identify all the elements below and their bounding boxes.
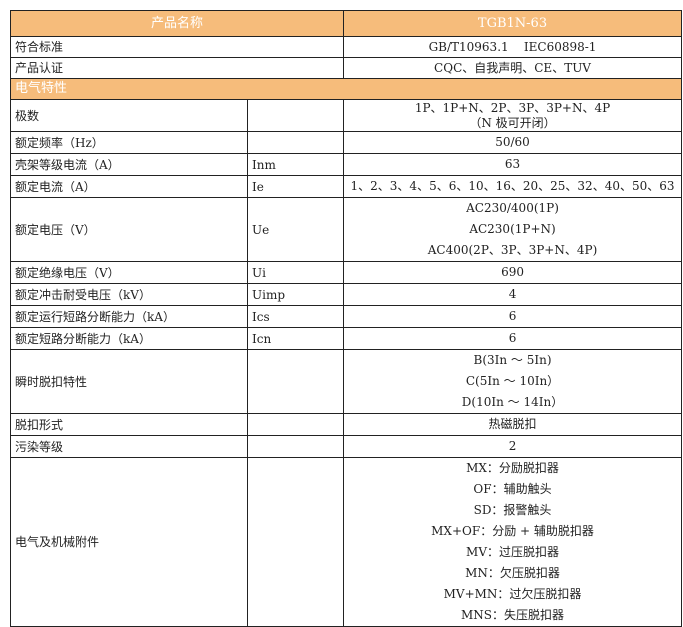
value-line: 50/60	[495, 135, 530, 149]
value-line: MNS：失压脱扣器	[461, 608, 565, 622]
row-value: 63	[343, 153, 683, 176]
spec-table: 产品名称 TGB1N-63 符合标准 GB/T10963.1 IEC60898-…	[9, 10, 683, 627]
value-line: 63	[504, 157, 521, 171]
table-row: 符合标准 GB/T10963.1 IEC60898-1	[9, 36, 683, 58]
row-value: MX：分励脱扣器 OF：辅助触头 SD：报警触头 MX+OF：分励 + 辅助脱扣器 MV…	[343, 457, 683, 627]
row-value: 1、2、3、4、5、6、10、16、20、25、32、40、50、63	[343, 175, 683, 198]
row-symbol	[246, 435, 345, 458]
table-row: 额定冲击耐受电压（kV） Uimp 4	[10, 283, 683, 306]
row-label: 额定电压（V）	[10, 197, 248, 262]
row-symbol: Ics	[246, 305, 345, 328]
row-value: CQC、自我声明、CE、TUV	[343, 57, 683, 79]
header-label: 产品名称	[9, 10, 345, 37]
row-symbol: Icn	[246, 327, 345, 350]
row-label: 额定绝缘电压（V）	[10, 261, 248, 284]
table-row: 额定短路分断能力（kA） Icn 6	[10, 327, 683, 350]
value-line: MN：欠压脱扣器	[465, 566, 560, 580]
row-symbol	[246, 349, 345, 414]
value-line: 6	[508, 309, 517, 323]
value-line: 2	[508, 439, 517, 453]
value-line: AC230/400(1P)	[466, 201, 559, 215]
value-line: AC230(1P+N)	[469, 222, 556, 236]
value-line: OF：辅助触头	[473, 482, 552, 496]
row-value: 1P、1P+N、2P、3P、3P+N、4P （N 极可开闭）	[343, 99, 683, 132]
row-symbol: Uimp	[246, 283, 345, 306]
row-symbol	[246, 413, 345, 436]
value-line: 4	[508, 287, 517, 301]
header-value: TGB1N-63	[343, 10, 683, 37]
row-label: 壳架等级电流（A）	[10, 153, 248, 176]
row-label: 污染等级	[10, 435, 248, 458]
row-label: 额定电流（A）	[10, 175, 248, 198]
table-row: 脱扣形式 热磁脱扣	[10, 413, 683, 436]
value-line: MX+OF：分励 + 辅助脱扣器	[431, 524, 594, 538]
row-symbol: Ui	[246, 261, 345, 284]
value-line: MV+MN：过欠压脱扣器	[443, 587, 582, 601]
table-row: 额定电压（V） Ue AC230/400(1P) AC230(1P+N) AC400(2…	[10, 197, 683, 262]
value-line: 热磁脱扣	[488, 417, 537, 431]
row-symbol: Inm	[246, 153, 345, 176]
table-row: 电气及机械附件 MX：分励脱扣器 OF：辅助触头 SD：报警触头 MX+OF：分励 + …	[10, 457, 683, 627]
row-label: 瞬时脱扣特性	[10, 349, 248, 414]
table-row: 额定电流（A） Ie 1、2、3、4、5、6、10、16、20、25、32、40、5…	[10, 175, 683, 198]
row-value: 4	[343, 283, 683, 306]
row-value: B(3In ～ 5In) C(5In ～ 10In） D(10In ～ 14In）	[343, 349, 683, 414]
row-symbol	[246, 131, 345, 154]
row-symbol: Ue	[246, 197, 345, 262]
section-row: 电气特性	[9, 78, 683, 100]
row-value: GB/T10963.1 IEC60898-1	[343, 36, 683, 58]
table-row: 产品认证 CQC、自我声明、CE、TUV	[9, 57, 683, 79]
row-value: 50/60	[343, 131, 683, 154]
table-row: 额定运行短路分断能力（kA） Ics 6	[10, 305, 683, 328]
row-label: 脱扣形式	[10, 413, 248, 436]
row-value: AC230/400(1P) AC230(1P+N) AC400(2P、3P、3P+N…	[343, 197, 683, 262]
value-line: 1、2、3、4、5、6、10、16、20、25、32、40、50、63	[350, 179, 675, 193]
row-label: 产品认证	[9, 57, 345, 79]
row-label: 额定频率（Hz）	[10, 131, 248, 154]
row-label: 电气及机械附件	[10, 457, 248, 627]
row-value: 2	[343, 435, 683, 458]
table-row: 壳架等级电流（A） Inm 63	[10, 153, 683, 176]
row-value: 6	[343, 305, 683, 328]
header-row: 产品名称 TGB1N-63	[9, 10, 683, 37]
value-line: SD：报警触头	[473, 503, 552, 517]
row-label: 额定运行短路分断能力（kA）	[10, 305, 248, 328]
value-line: 6	[508, 331, 517, 345]
value-line: D(10In ～ 14In）	[461, 395, 564, 409]
row-symbol	[246, 457, 345, 627]
table-row: 额定绝缘电压（V） Ui 690	[10, 261, 683, 284]
value-line: MX：分励脱扣器	[466, 461, 559, 475]
table-row: 额定频率（Hz） 50/60	[10, 131, 683, 154]
table-row: 污染等级 2	[10, 435, 683, 458]
row-value: 690	[343, 261, 683, 284]
row-label: 极数	[10, 99, 248, 132]
value-line: MV：过压脱扣器	[466, 545, 559, 559]
row-label: 符合标准	[9, 36, 345, 58]
value-line: 690	[501, 265, 524, 279]
row-value: 热磁脱扣	[343, 413, 683, 436]
value-line: AC400(2P、3P、3P+N、4P)	[427, 243, 598, 257]
value-line: （N 极可开闭）	[469, 115, 556, 130]
value-line: C(5In ～ 10In）	[465, 374, 560, 388]
row-symbol	[246, 99, 345, 132]
value-line: 1P、1P+N、2P、3P、3P+N、4P	[414, 100, 611, 115]
table-row: 极数 1P、1P+N、2P、3P、3P+N、4P （N 极可开闭）	[10, 99, 683, 132]
row-label: 额定短路分断能力（kA）	[10, 327, 248, 350]
row-value: 6	[343, 327, 683, 350]
section-title: 电气特性	[9, 78, 683, 100]
row-label: 额定冲击耐受电压（kV）	[10, 283, 248, 306]
row-symbol: Ie	[246, 175, 345, 198]
value-line: B(3In ～ 5In)	[473, 353, 552, 367]
table-row: 瞬时脱扣特性 B(3In ～ 5In) C(5In ～ 10In） D(10In ～ …	[10, 349, 683, 414]
